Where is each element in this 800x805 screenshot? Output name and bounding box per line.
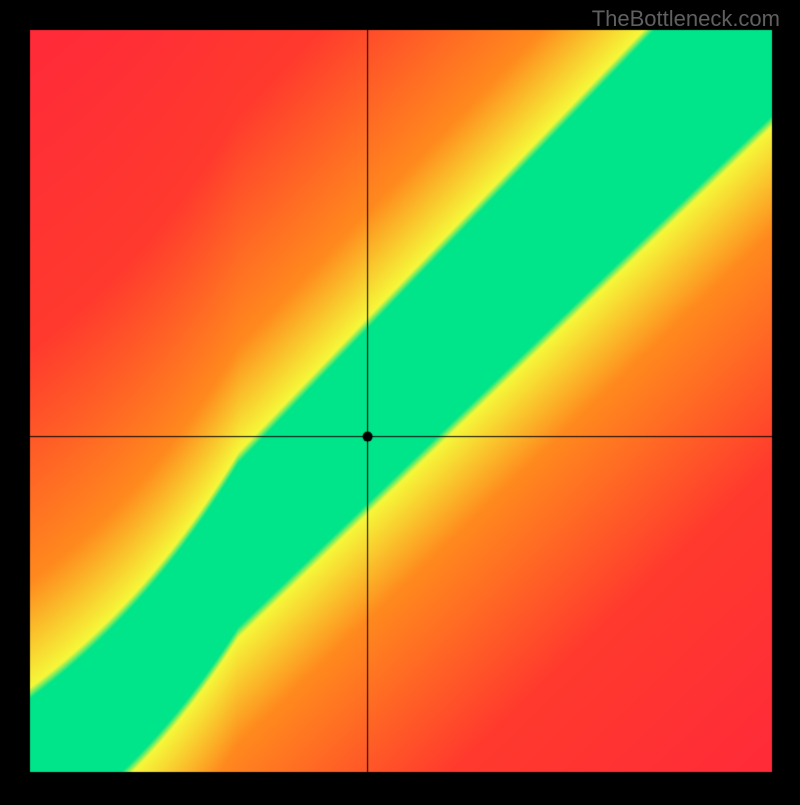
watermark-text: TheBottleneck.com <box>592 6 780 32</box>
chart-container: TheBottleneck.com <box>0 0 800 800</box>
heatmap-plot <box>0 0 800 805</box>
